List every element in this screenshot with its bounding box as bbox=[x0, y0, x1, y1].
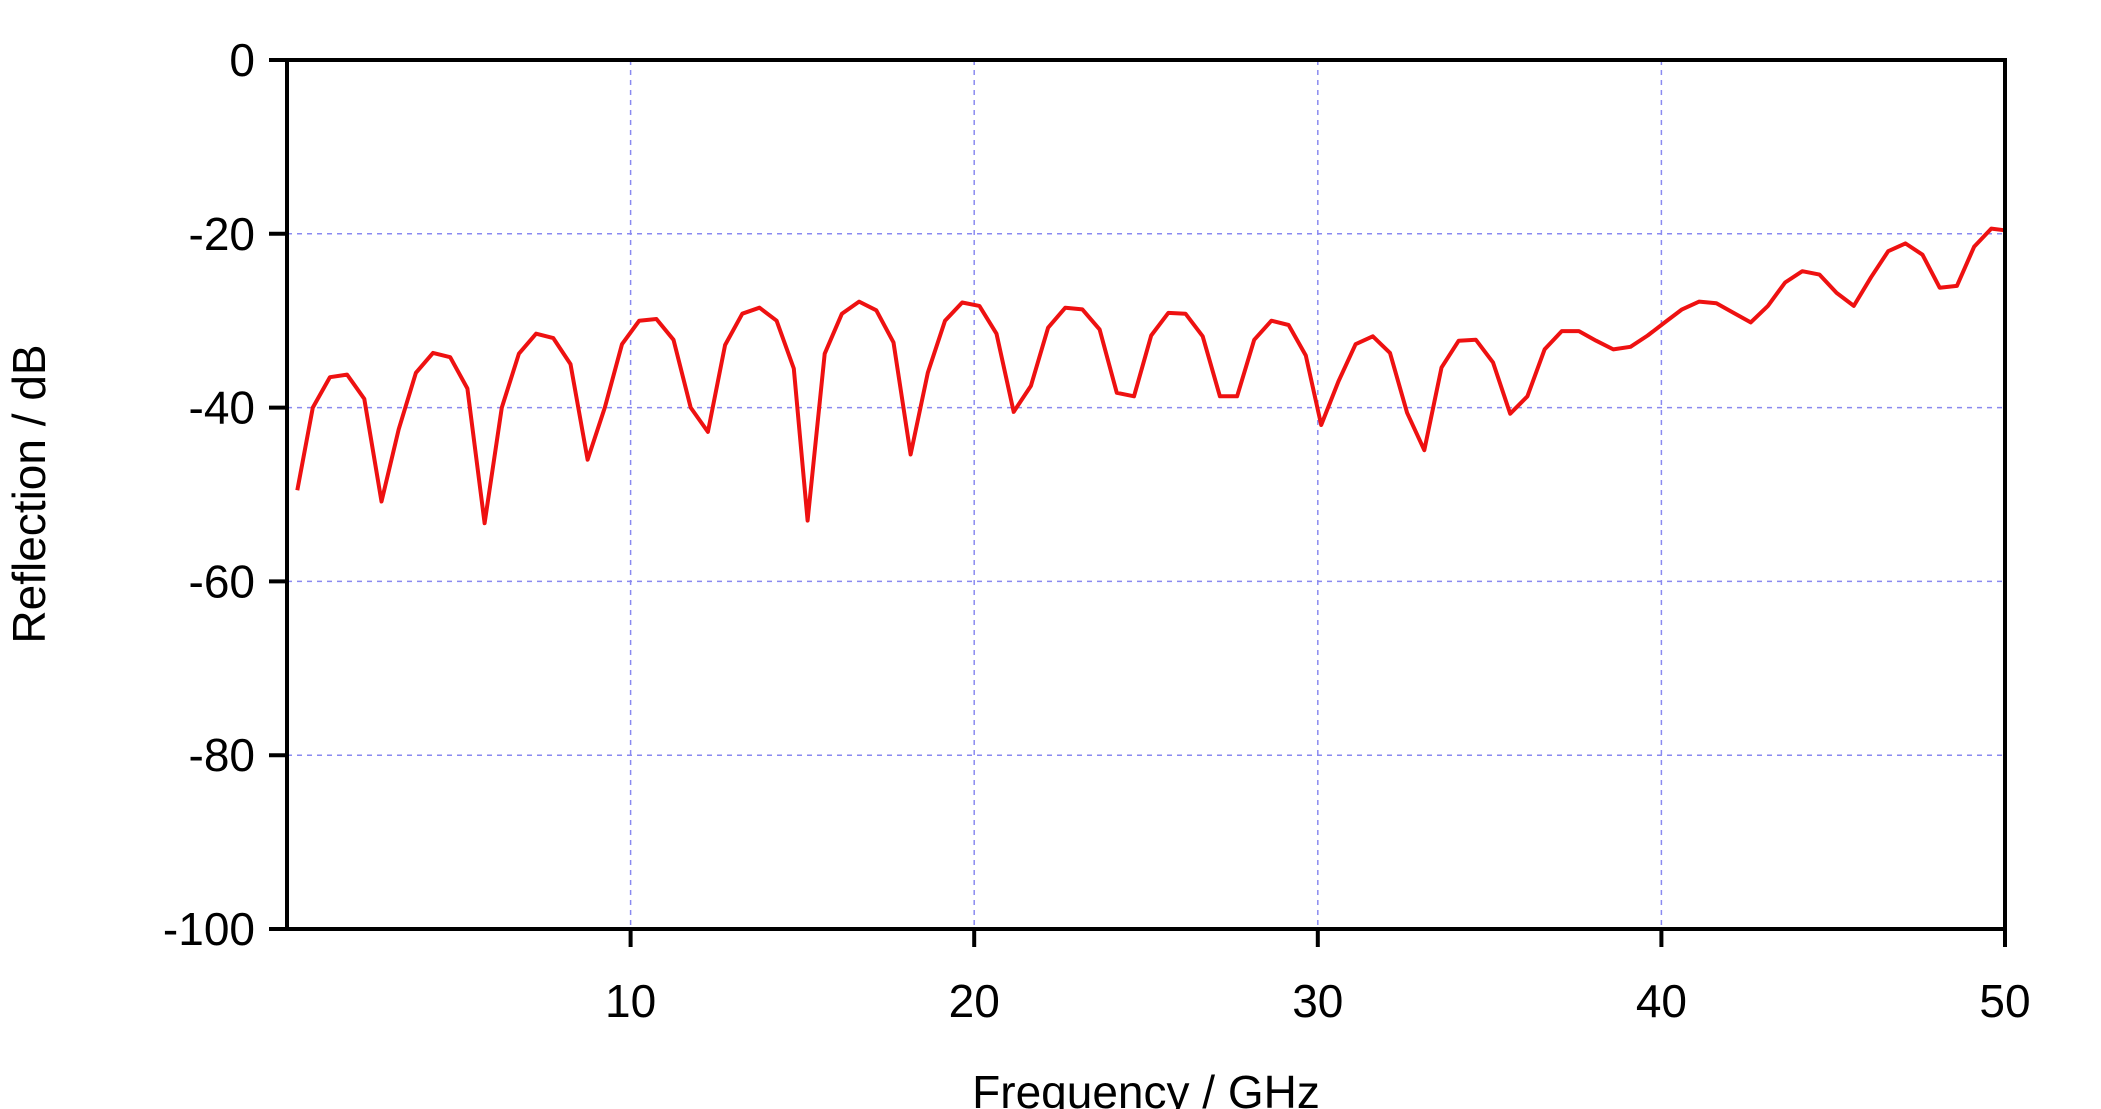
plot-frame bbox=[285, 58, 2007, 931]
grid-lines bbox=[287, 60, 2005, 929]
series-line bbox=[295, 226, 2006, 526]
y-tick-label: -40 bbox=[189, 382, 255, 434]
y-tick-label: -80 bbox=[189, 729, 255, 781]
x-axis-label: Frequency / GHz bbox=[972, 1066, 1320, 1109]
series-layer bbox=[295, 226, 2006, 526]
y-tick-label: -100 bbox=[163, 903, 255, 955]
y-axis-label: Reflection / dB bbox=[3, 344, 55, 643]
x-tick-label: 40 bbox=[1636, 975, 1687, 1027]
y-tick-label: -20 bbox=[189, 208, 255, 260]
tick-labels: 0 -20 -40 -60 -80 -100 10 20 30 40 50 bbox=[163, 34, 2031, 1027]
x-tick-label: 50 bbox=[1979, 975, 2030, 1027]
x-tick-label: 20 bbox=[949, 975, 1000, 1027]
y-tick-label: -60 bbox=[189, 555, 255, 607]
x-tick-label: 30 bbox=[1292, 975, 1343, 1027]
y-tick-label: 0 bbox=[229, 34, 255, 86]
x-tick-label: 10 bbox=[605, 975, 656, 1027]
axes bbox=[269, 58, 2007, 947]
